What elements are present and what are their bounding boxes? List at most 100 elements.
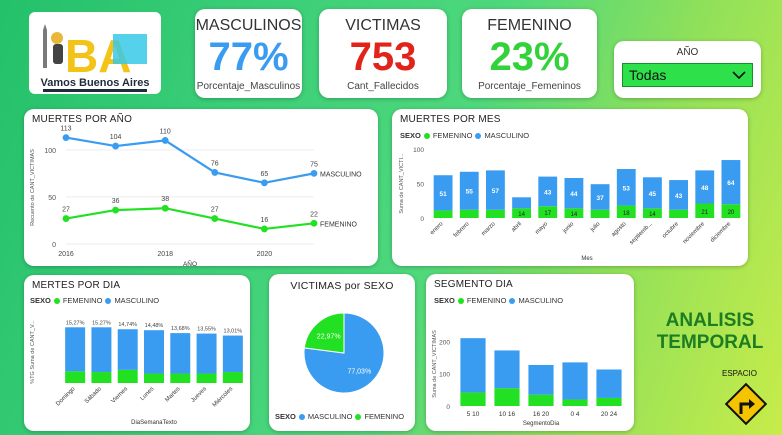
series-line-masculino <box>65 136 315 184</box>
espacio-label: ESPACIO <box>722 369 757 378</box>
bar-label-masc: 51 <box>439 191 447 198</box>
bar-total-label: 13,55% <box>197 327 216 333</box>
legend-dot-masc <box>298 413 305 420</box>
data-point <box>112 206 119 214</box>
data-point <box>112 142 119 150</box>
x-tick-label: octubre <box>662 221 681 240</box>
x-tick-label: 2020 <box>257 251 273 258</box>
legend-title: SEXO <box>30 296 51 305</box>
bar-label-fem: 14 <box>571 212 578 218</box>
year-slicer: AÑO Todas <box>614 41 761 98</box>
kpi-title: FEMENINO <box>487 17 572 34</box>
y-tick-label: 100 <box>413 147 424 154</box>
legend-dot-masc <box>475 132 482 139</box>
bar-label-fem: 21 <box>701 210 708 216</box>
x-tick-label: Miércoles <box>212 386 234 408</box>
pie-slice-label: 22,97% <box>317 334 341 341</box>
x-tick-label: 5 10 <box>467 411 480 418</box>
bar-label-masc: 48 <box>701 185 709 192</box>
turn-right-sign-icon[interactable] <box>724 382 768 426</box>
data-label: 27 <box>211 207 219 214</box>
bar-femenino <box>117 369 138 383</box>
ba-logo: BA Vamos Buenos Aires <box>29 12 161 94</box>
bar-label-fem: 18 <box>623 211 630 217</box>
chart-card-segmento-dia: SEGMENTO DIA SEXO FEMENINO MASCULINO 0 10… <box>426 274 634 431</box>
kpi-card-victimas: VICTIMAS 753 Cant_Fallecidos <box>319 9 447 98</box>
bar-masculino <box>538 176 558 207</box>
data-label: 65 <box>261 171 269 178</box>
legend-label: MASCULINO <box>484 131 530 140</box>
line-chart-anio: 0 50 100 2016 2018 2020 AÑO Recuento de CANT_VI… <box>30 126 362 266</box>
headline-line2: TEMPORAL <box>656 332 764 353</box>
kpi-subtitle: Porcentaje_Masculinos <box>196 81 301 92</box>
y-tick-label: 50 <box>48 195 56 202</box>
bar-femenino <box>494 388 520 406</box>
chart-card-muertes-mes: MUERTES POR MES SEXO FEMENINO MASCULINO … <box>392 109 748 266</box>
bar-label-masc: 44 <box>570 191 578 198</box>
bar-label-masc: 53 <box>623 185 631 192</box>
bar-label-masc: 55 <box>466 189 474 196</box>
bar-masculino <box>642 177 662 209</box>
bar-total-label: 14,48% <box>145 323 164 329</box>
x-tick-label: Jueves <box>190 386 208 404</box>
chart-title: MUERTES POR AÑO <box>32 114 133 125</box>
pie-slice-label: 77,03% <box>347 368 371 375</box>
bar-masculino <box>596 369 622 398</box>
x-axis-label: SegmentoDia <box>523 421 560 427</box>
data-point <box>161 204 169 212</box>
legend-dot-fem <box>457 297 464 304</box>
x-tick-label: Sábado <box>84 386 103 405</box>
bar-femenino <box>562 399 588 406</box>
bar-femenino <box>695 203 715 218</box>
data-label: 22 <box>310 211 318 218</box>
kpi-title: VICTIMAS <box>345 17 421 34</box>
year-dropdown-value: Todas <box>629 67 667 83</box>
legend-dot-fem <box>53 297 60 304</box>
bar-masculino <box>170 333 191 374</box>
bar-femenino <box>196 373 217 383</box>
legend-dot-masc <box>509 297 516 304</box>
slicer-title: AÑO <box>676 47 699 58</box>
y-tick-label: 0 <box>52 242 56 249</box>
year-dropdown[interactable]: Todas <box>622 63 753 87</box>
bar-label-masc: 57 <box>492 188 500 195</box>
bar-chart-dia: 15,27% Domingo 15,27% Sábado 14,74% Viernes 14… <box>30 320 243 426</box>
x-tick-label: enero <box>429 221 445 237</box>
bar-femenino <box>564 208 584 218</box>
y-tick-label: 100 <box>44 148 56 155</box>
x-tick-label: marzo <box>481 221 497 237</box>
bar-total-label: 15,27% <box>92 320 111 326</box>
data-label: 27 <box>62 207 70 214</box>
bar-label-masc: 43 <box>544 189 552 196</box>
x-tick-label: 20 24 <box>601 411 618 418</box>
bar-masculino <box>460 338 486 393</box>
bar-label-fem: 17 <box>544 211 551 217</box>
series-line-femenino <box>65 207 315 231</box>
chart-legend: SEXO FEMENINO MASCULINO <box>400 131 529 140</box>
legend-title: SEXO <box>434 296 455 305</box>
bar-total-label: 14,74% <box>118 322 137 328</box>
kpi-card-masculinos: MASCULINOS 77% Porcentaje_Masculinos <box>195 9 302 98</box>
bar-label-masc: 45 <box>649 191 657 198</box>
chart-title: MERTES POR DIA <box>32 280 121 291</box>
bar-femenino <box>460 392 486 406</box>
kpi-value: 753 <box>349 35 417 79</box>
chart-title: SEGMENTO DIA <box>434 279 513 290</box>
legend-dot-masc <box>105 297 112 304</box>
headline: ANALISIS TEMPORAL <box>648 310 772 354</box>
data-label: 38 <box>161 196 169 203</box>
bar-masculino <box>528 364 554 395</box>
legend-dot-fem <box>423 132 430 139</box>
data-point <box>310 219 318 227</box>
legend-label: FEMENINO <box>432 131 473 140</box>
bar-masculino <box>564 177 584 209</box>
data-point <box>161 137 169 144</box>
chevron-down-icon <box>732 71 746 80</box>
x-axis-label: DiaSemanaTexto <box>131 420 177 426</box>
legend-title: SEXO <box>275 412 296 421</box>
ba-logo-graphic: BA Vamos Buenos Aires <box>40 24 150 92</box>
legend-label: MASCULINO <box>114 296 160 305</box>
bar-femenino <box>512 208 532 218</box>
y-tick-label: 0 <box>446 404 450 411</box>
bar-masculino <box>459 171 479 210</box>
